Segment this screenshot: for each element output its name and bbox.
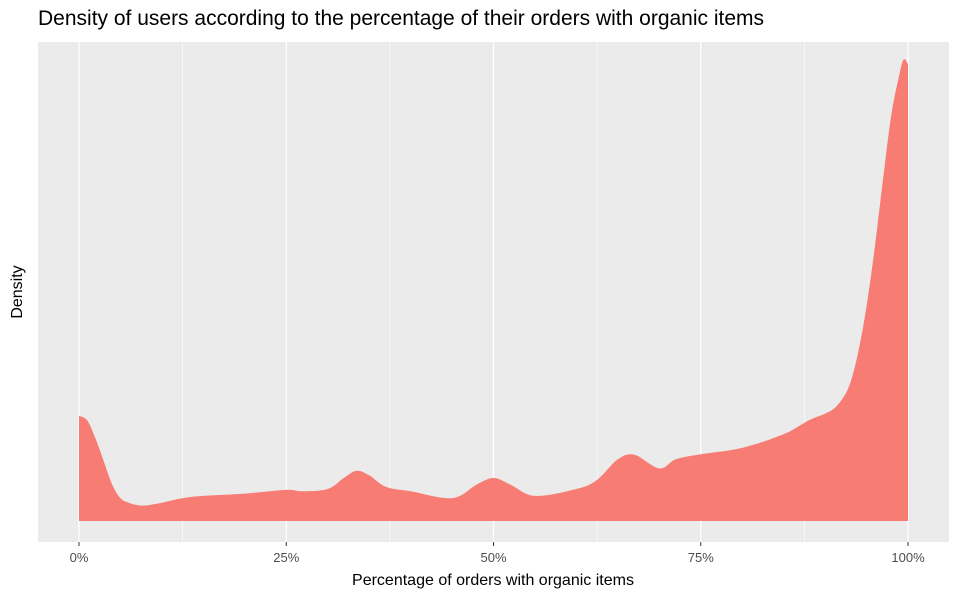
- x-axis-ticks: 0% 25% 50% 75% 100%: [70, 542, 925, 565]
- y-axis-label: Density: [9, 265, 26, 318]
- x-tick-label: 25%: [273, 550, 299, 565]
- x-axis-label: Percentage of orders with organic items: [352, 572, 634, 589]
- x-tick-label: 0%: [70, 550, 89, 565]
- chart-title: Density of users according to the percen…: [38, 7, 764, 30]
- x-tick-label: 50%: [480, 550, 506, 565]
- x-tick-label: 75%: [688, 550, 714, 565]
- x-tick-label: 100%: [891, 550, 925, 565]
- density-area: [79, 59, 908, 521]
